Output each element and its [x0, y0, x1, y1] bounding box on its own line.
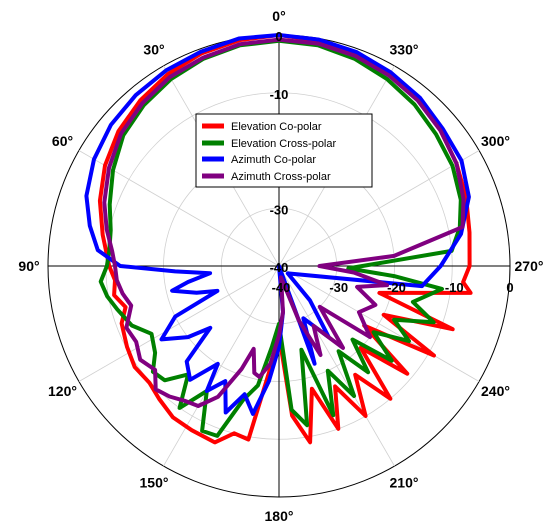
- grid-spoke: [278, 150, 480, 267]
- legend-label: Elevation Co-polar: [231, 121, 322, 133]
- angle-tick-label: 300°: [481, 133, 510, 149]
- radial-tick-label: 0: [506, 280, 513, 295]
- grid-spoke: [78, 265, 280, 382]
- legend-box: [195, 113, 373, 188]
- grid-spoke: [278, 265, 395, 467]
- angle-tick-label: 180°: [265, 508, 294, 523]
- angle-tick-label: 0°: [272, 8, 285, 24]
- series-line-azimuth-co-polar: [84, 33, 471, 416]
- angle-tick-label: 90°: [18, 258, 39, 274]
- grid-spoke: [163, 265, 280, 467]
- label-layer: 0° 30° 60° 90° 120° 150° 180° 210° 240° 270° 300° 3…: [18, 8, 543, 523]
- grid-spoke: [278, 265, 480, 382]
- radial-tick-label: -40: [270, 260, 289, 275]
- angle-tick-label: 30°: [143, 41, 164, 57]
- legend-entry-elevation-co-polar: Elevation Co-polar: [202, 121, 322, 133]
- radial-tick-label: -10: [270, 87, 289, 102]
- legend-entry-elevation-cross-polar: Elevation Cross-polar: [202, 138, 336, 150]
- legend-entry-azimuth-cross-polar: Azimuth Cross-polar: [202, 171, 331, 183]
- angle-tick-label: 150°: [140, 475, 169, 491]
- polar-grid: [47, 34, 511, 498]
- angle-tick-label: 120°: [48, 383, 77, 399]
- radial-tick-label: -20: [387, 280, 406, 295]
- radial-tick-label: -10: [445, 280, 464, 295]
- legend-entry-azimuth-co-polar: Azimuth Co-polar: [202, 154, 316, 166]
- legend-label: Azimuth Co-polar: [231, 154, 316, 166]
- radial-tick-label: -30: [329, 280, 348, 295]
- radial-tick-label: -40: [272, 280, 291, 295]
- series-layer: [84, 33, 473, 445]
- legend-label: Elevation Cross-polar: [231, 138, 336, 150]
- angle-tick-label: 240°: [481, 383, 510, 399]
- radial-tick-label: 0: [275, 29, 282, 44]
- angle-tick-label: 270°: [515, 258, 544, 274]
- radial-tick-label: -30: [270, 202, 289, 217]
- legend: Elevation Co-polar Elevation Cross-polar…: [195, 113, 373, 188]
- angle-tick-label: 330°: [390, 41, 419, 57]
- series-line-elevation-co-polar: [97, 33, 473, 445]
- series-line-azimuth-cross-polar: [102, 37, 466, 408]
- angle-tick-label: 60°: [52, 133, 73, 149]
- legend-label: Azimuth Cross-polar: [231, 171, 331, 183]
- angle-tick-label: 210°: [390, 475, 419, 491]
- series-line-elevation-cross-polar: [98, 38, 463, 438]
